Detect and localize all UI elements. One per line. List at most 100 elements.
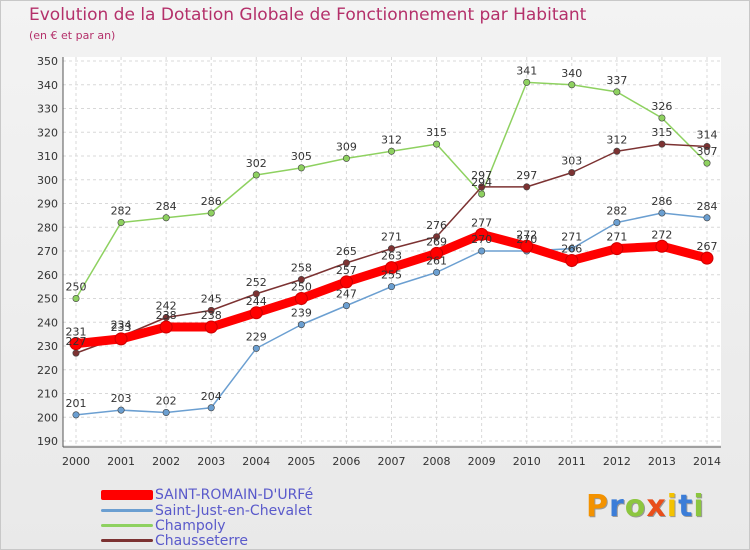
data-label-0: 244 xyxy=(246,295,267,308)
x-tick-label: 2007 xyxy=(378,455,406,468)
legend-label-saint-just: Saint-Just-en-Chevalet xyxy=(155,502,313,519)
data-label-0: 257 xyxy=(336,264,357,277)
data-point-0 xyxy=(204,320,218,334)
y-tick-label: 320 xyxy=(37,126,58,139)
data-label-3: 276 xyxy=(426,219,447,232)
data-point-3 xyxy=(72,349,80,357)
data-label-0: 238 xyxy=(201,309,222,322)
data-point-2 xyxy=(568,81,576,89)
data-label-3: 234 xyxy=(111,319,132,332)
data-point-1 xyxy=(342,302,350,310)
legend-swatch-chausseterre xyxy=(101,539,153,542)
x-tick-label: 2000 xyxy=(62,455,90,468)
data-point-2 xyxy=(613,88,621,96)
data-point-0 xyxy=(114,332,128,346)
data-point-3 xyxy=(342,259,350,267)
data-point-2 xyxy=(297,164,305,172)
data-point-1 xyxy=(252,344,260,352)
data-point-3 xyxy=(297,275,305,283)
y-tick-label: 250 xyxy=(37,293,58,306)
data-point-0 xyxy=(294,292,308,305)
x-tick-label: 2009 xyxy=(468,455,496,468)
data-point-0 xyxy=(520,239,534,253)
data-point-1 xyxy=(568,245,576,253)
y-tick-label: 340 xyxy=(37,79,58,92)
data-point-2 xyxy=(117,219,125,227)
data-point-0 xyxy=(69,337,83,351)
data-label-0: 272 xyxy=(516,228,537,241)
data-point-1 xyxy=(162,408,170,416)
data-label-3: 314 xyxy=(697,129,718,142)
data-label-0: 266 xyxy=(561,243,582,256)
data-label-0: 277 xyxy=(471,216,492,229)
x-tick-label: 2008 xyxy=(423,455,451,468)
data-label-1: 204 xyxy=(201,390,222,403)
data-label-1: 286 xyxy=(651,195,672,208)
data-point-1 xyxy=(703,214,711,222)
data-point-2 xyxy=(162,214,170,222)
data-label-2: 282 xyxy=(111,205,132,218)
legend-item-saint-just: Saint-Just-en-Chevalet xyxy=(101,502,313,519)
data-label-0: 250 xyxy=(291,281,312,294)
data-label-1: 282 xyxy=(606,205,627,218)
data-label-2: 250 xyxy=(66,281,87,294)
data-point-1 xyxy=(207,404,215,412)
data-point-0 xyxy=(385,261,398,275)
data-point-1 xyxy=(478,247,486,255)
y-tick-label: 230 xyxy=(37,340,58,353)
x-tick-label: 2011 xyxy=(558,455,586,468)
data-label-2: 305 xyxy=(291,150,312,163)
data-label-3: 312 xyxy=(606,133,627,146)
x-tick-label: 2003 xyxy=(197,455,225,468)
y-tick-label: 330 xyxy=(37,103,58,116)
x-tick-label: 2013 xyxy=(648,455,676,468)
data-point-3 xyxy=(703,143,711,151)
data-label-2: 307 xyxy=(697,145,718,158)
data-point-1 xyxy=(72,411,80,419)
data-label-2: 294 xyxy=(471,176,492,189)
data-label-3: 265 xyxy=(336,245,357,258)
data-label-3: 315 xyxy=(651,126,672,139)
data-point-1 xyxy=(433,268,441,276)
x-tick-label: 2012 xyxy=(603,455,631,468)
data-label-2: 312 xyxy=(381,133,402,146)
data-point-2 xyxy=(658,114,666,122)
data-point-0 xyxy=(655,239,669,253)
x-tick-label: 2004 xyxy=(242,455,270,468)
data-label-1: 239 xyxy=(291,307,312,320)
data-point-0 xyxy=(339,275,353,289)
data-point-1 xyxy=(613,219,621,227)
data-label-0: 233 xyxy=(111,321,132,334)
legend-item-chausseterre: Chausseterre xyxy=(101,532,248,549)
legend-swatch-champoly xyxy=(101,524,153,527)
data-label-2: 315 xyxy=(426,126,447,139)
data-point-3 xyxy=(568,169,576,177)
data-label-0: 269 xyxy=(426,235,447,248)
data-point-2 xyxy=(703,159,711,167)
data-point-3 xyxy=(252,290,260,298)
x-tick-label: 2001 xyxy=(107,455,135,468)
x-tick-label: 2010 xyxy=(513,455,541,468)
data-label-3: 271 xyxy=(381,231,402,244)
data-label-3: 297 xyxy=(471,169,492,182)
chart-subtitle: (en € et par an) xyxy=(29,29,116,42)
y-tick-label: 190 xyxy=(37,435,58,448)
data-point-3 xyxy=(478,183,486,191)
data-point-1 xyxy=(387,283,395,291)
data-label-1: 247 xyxy=(336,288,357,301)
data-label-1: 255 xyxy=(381,269,402,282)
data-label-2: 326 xyxy=(651,100,672,113)
data-point-0 xyxy=(430,246,444,260)
data-label-0: 231 xyxy=(66,326,87,339)
legend-label-chausseterre: Chausseterre xyxy=(155,532,248,549)
y-tick-label: 280 xyxy=(37,221,58,234)
data-point-0 xyxy=(700,251,714,265)
chart-title: Evolution de la Dotation Globale de Fonc… xyxy=(29,5,587,25)
data-label-3: 297 xyxy=(516,169,537,182)
data-label-1: 202 xyxy=(156,395,177,408)
legend-swatch-saint-romain xyxy=(101,489,153,500)
data-point-3 xyxy=(207,306,215,314)
data-label-3: 242 xyxy=(156,300,177,313)
data-label-2: 337 xyxy=(606,74,627,87)
